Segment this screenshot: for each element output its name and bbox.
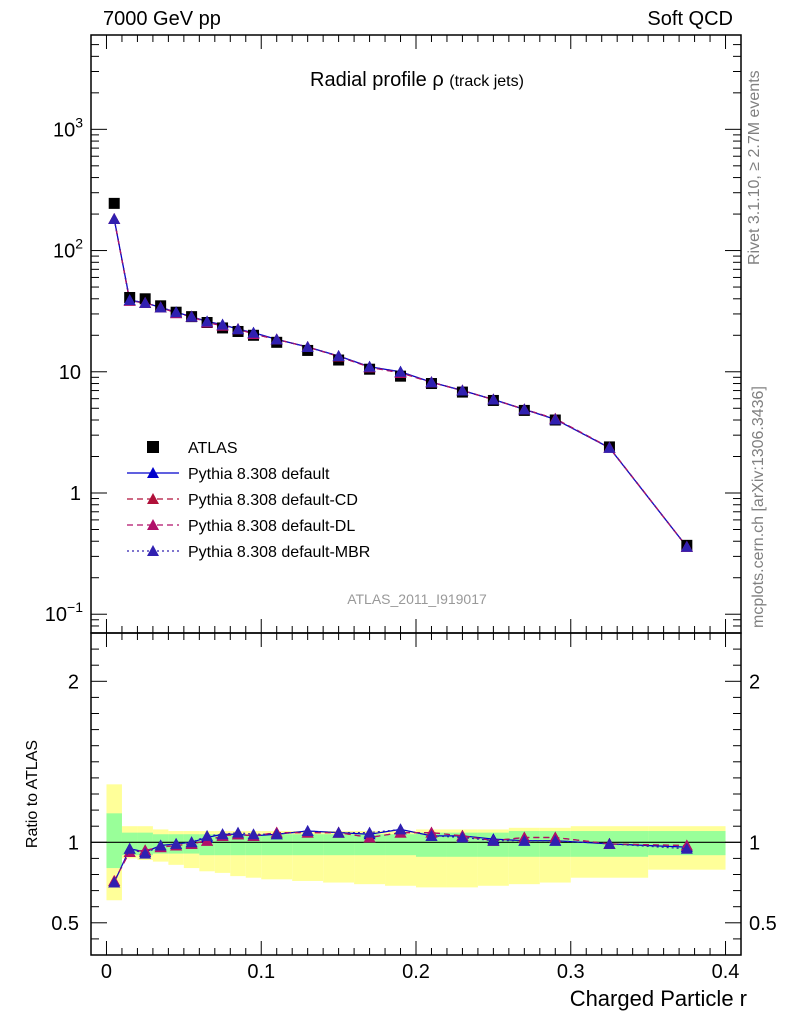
legend-marker-3	[147, 519, 159, 530]
mc-data-point-4	[394, 365, 407, 377]
ratio-y-tick-label-right: 1	[749, 832, 760, 854]
ratio-y-tick-label: 2	[68, 671, 79, 693]
x-tick-label: 0	[101, 961, 112, 983]
mc-data-point-4	[123, 294, 136, 306]
ratio-point-3	[108, 876, 121, 888]
mc-data-point-4	[247, 326, 260, 338]
stat-uncertainty-band	[385, 834, 416, 856]
main-y-tick-label: 10	[59, 362, 81, 384]
mc-data-point-4	[201, 315, 214, 327]
ratio-point-3	[425, 829, 438, 841]
ratio-point-3	[363, 826, 376, 838]
x-axis-title: Charged Particle r	[570, 986, 747, 1011]
ratio-point-3	[603, 837, 616, 849]
ratio-point-3	[139, 847, 152, 859]
ratio-point-3	[394, 823, 407, 835]
stat-uncertainty-band	[323, 834, 355, 856]
main-y-tick-label: 102	[53, 236, 83, 263]
x-tick-label: 0.4	[712, 961, 740, 983]
chart-title: Radial profile ρ (track jets)	[310, 69, 524, 91]
ratio-y-tick-label: 1	[68, 832, 79, 854]
stat-uncertainty-band	[292, 834, 324, 856]
mc-data-point-4	[185, 310, 198, 322]
mc-data-point-4	[456, 384, 469, 396]
legend-marker-atlas	[147, 441, 159, 453]
stat-uncertainty-band	[261, 834, 293, 856]
legend-label: Pythia 8.308 default	[188, 466, 330, 483]
mc-data-point-4	[680, 540, 693, 552]
ratio-line-0	[113, 828, 687, 883]
ratio-point-3	[170, 837, 183, 849]
mc-data-point-4	[487, 393, 500, 405]
main-y-tick-label: 10−1	[45, 599, 83, 626]
ratio-plot-frame	[90, 632, 742, 956]
ratio-point-3	[216, 828, 229, 840]
series-line-4	[113, 218, 688, 548]
legend-marker-2	[147, 493, 159, 504]
ratio-y-tick-label-right: 2	[749, 671, 760, 693]
mc-data-point-4	[332, 349, 345, 361]
ratio-y-tick-label: 0.5	[51, 913, 79, 935]
legend-label: Pythia 8.308 default-DL	[188, 518, 355, 535]
ratio-point-3	[456, 831, 469, 843]
legend-marker-4	[147, 545, 159, 556]
main-y-tick-label: 1	[70, 483, 81, 505]
mc-data-point-4	[108, 213, 121, 225]
ratio-point-3	[680, 842, 693, 854]
mc-data-point-4	[301, 341, 314, 353]
header-right-label: Soft QCD	[647, 8, 733, 30]
mc-data-point-4	[170, 306, 183, 318]
legend-label: Pythia 8.308 default-MBR	[188, 544, 370, 561]
mc-data-point-4	[232, 323, 245, 335]
ratio-point-3	[487, 834, 500, 846]
stat-uncertainty-band	[230, 834, 246, 856]
ratio-point-3	[232, 826, 245, 838]
ratio-point-3	[185, 836, 198, 848]
mc-data-point-4	[549, 413, 562, 425]
ratio-point-3	[332, 826, 345, 838]
mc-data-point-4	[154, 301, 167, 313]
mc-data-point-4	[603, 441, 616, 453]
ratio-point-3	[518, 834, 531, 846]
header-left-label: 7000 GeV pp	[103, 8, 221, 30]
ratio-y-tick-label-right: 0.5	[749, 913, 777, 935]
ratio-point-3	[247, 828, 260, 840]
ratio-y-axis-title: Ratio to ATLAS	[24, 740, 41, 848]
mc-data-point-4	[518, 403, 531, 415]
legend-marker-1	[147, 467, 159, 478]
ratio-point-3	[549, 834, 562, 846]
ratio-line-2	[113, 832, 687, 882]
x-tick-label: 0.2	[402, 961, 430, 983]
atlas-data-point	[108, 197, 120, 209]
stat-uncertainty-band	[106, 813, 122, 869]
ratio-point-3	[123, 842, 136, 854]
mc-data-point-4	[216, 318, 229, 330]
mc-data-point-4	[139, 296, 152, 308]
x-tick-label: 0.1	[247, 961, 275, 983]
legend-label: ATLAS	[188, 440, 238, 457]
main-y-tick-label: 103	[53, 114, 83, 141]
legend-label: Pythia 8.308 default-CD	[188, 492, 358, 509]
mc-data-point-4	[363, 360, 376, 372]
analysis-id-label: ATLAS_2011_I919017	[347, 591, 487, 607]
ratio-point-3	[270, 828, 283, 840]
mc-data-point-4	[425, 376, 438, 388]
x-tick-label: 0.3	[557, 961, 585, 983]
ratio-point-3	[154, 839, 167, 851]
ratio-point-3	[201, 829, 214, 841]
stat-uncertainty-band	[354, 834, 386, 856]
ratio-point-3	[301, 825, 314, 837]
mc-data-point-4	[270, 333, 283, 345]
